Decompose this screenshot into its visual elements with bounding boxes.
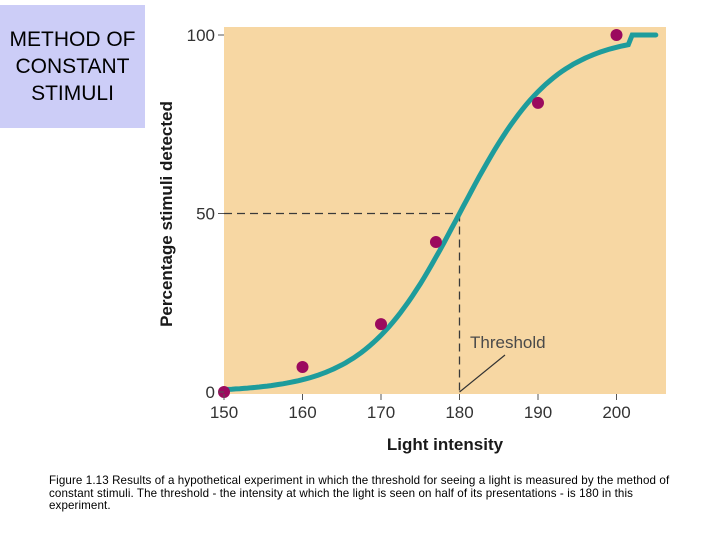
- data-point: [610, 29, 623, 41]
- psychometric-chart: 150 160 170 180 190 200 0 50 100 Light intensity…: [157, 26, 666, 454]
- data-point: [296, 361, 309, 374]
- y-tick-label: 50: [196, 205, 215, 224]
- y-tick-label: 0: [206, 383, 215, 402]
- x-tick-label: 180: [445, 403, 473, 422]
- data-points: [218, 29, 623, 398]
- data-point: [375, 318, 387, 331]
- x-tick-label: 160: [288, 403, 316, 422]
- y-tick-label: 100: [187, 26, 215, 45]
- psychometric-curve: [221, 32, 659, 393]
- plot-background: [224, 27, 666, 394]
- x-tick-label: 170: [367, 403, 395, 422]
- data-point: [532, 96, 544, 109]
- x-axis-title: Light intensity: [387, 435, 504, 454]
- x-tick-label: 190: [524, 403, 552, 422]
- data-point: [429, 236, 442, 249]
- threshold-label: Threshold: [470, 333, 546, 352]
- y-axis-title: Percentage stimuli detected: [157, 101, 176, 327]
- figure-caption: Figure 1.13 Results of a hypothetical ex…: [49, 474, 670, 512]
- x-tick-label: 150: [210, 403, 238, 422]
- axis-ticks: 150 160 170 180 190 200 0 50 100: [187, 26, 631, 422]
- threshold-guides: [224, 212, 461, 394]
- threshold-leader-line: [459, 354, 506, 393]
- slide-title: METHOD OF CONSTANT STIMULI: [0, 5, 145, 128]
- x-tick-label: 200: [602, 403, 630, 422]
